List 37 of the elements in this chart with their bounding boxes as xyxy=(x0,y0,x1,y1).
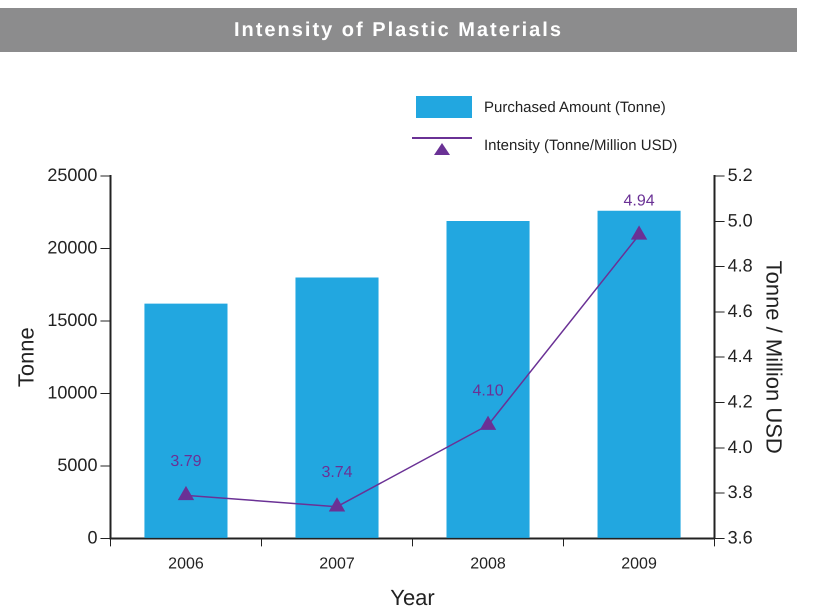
y-tick-label: 5000 xyxy=(57,454,98,475)
y-tick-label: 25000 xyxy=(47,164,98,185)
y2-tick-label: 5.0 xyxy=(728,210,753,230)
y2-tick-label: 4.0 xyxy=(728,436,753,457)
x-tick-label: 2007 xyxy=(319,555,355,572)
y2-tick-label: 5.2 xyxy=(728,164,753,185)
chart-title: Intensity of Plastic Materials xyxy=(0,8,797,52)
bar xyxy=(446,220,530,538)
y2-tick-label: 4.8 xyxy=(728,256,753,276)
x-tick-label: 2009 xyxy=(621,555,657,572)
point xyxy=(178,486,194,500)
y2-axis-title: Tonne / Million USD xyxy=(762,260,787,454)
y-tick-label: 10000 xyxy=(47,382,98,402)
point xyxy=(631,226,647,240)
x-tick-label: 2006 xyxy=(168,555,204,572)
bar xyxy=(598,210,681,538)
point xyxy=(329,498,345,512)
y2-tick-label: 4.6 xyxy=(728,300,753,321)
x-axis-title: Year xyxy=(390,584,435,610)
y-tick-label: 0 xyxy=(87,527,98,548)
data-label: 4.10 xyxy=(472,382,504,400)
x-tick-label: 2008 xyxy=(470,555,506,572)
y-tick-label: 20000 xyxy=(47,237,98,258)
legend-label: Intensity (Tonne/Million USD) xyxy=(484,136,678,154)
point xyxy=(480,416,496,430)
bar xyxy=(144,304,228,538)
bar xyxy=(295,277,379,538)
y-axis-title: Tonne xyxy=(13,327,38,388)
y2-tick-label: 4.4 xyxy=(728,346,753,366)
data-label: 3.79 xyxy=(170,452,202,470)
data-label: 3.74 xyxy=(321,464,353,482)
data-label: 4.94 xyxy=(623,192,655,210)
y-tick-label: 15000 xyxy=(47,310,98,330)
legend-label: Purchased Amount (Tonne) xyxy=(484,98,666,116)
y2-tick-label: 4.2 xyxy=(728,391,753,412)
y2-tick-label: 3.6 xyxy=(728,527,753,548)
y2-tick-label: 3.8 xyxy=(728,482,753,502)
